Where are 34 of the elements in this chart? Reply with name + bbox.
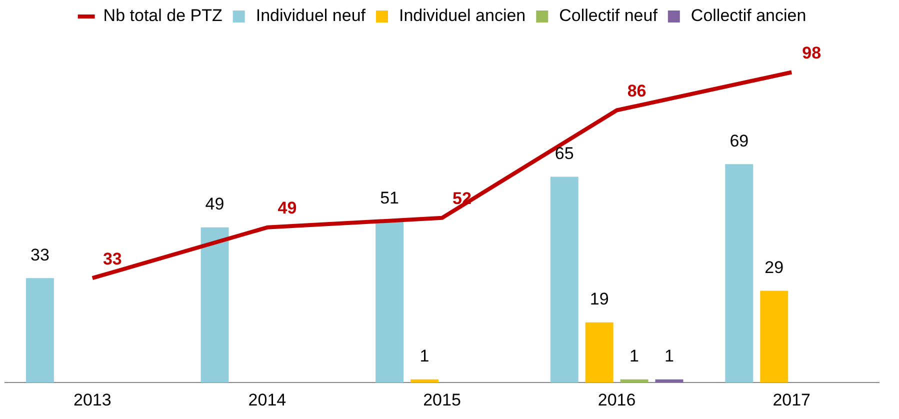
data-label: 19 [590, 290, 609, 309]
data-label: 33 [30, 245, 50, 264]
data-label: 86 [627, 81, 646, 100]
bar [200, 227, 229, 383]
legend-label: Collectif neuf [559, 6, 658, 26]
bar [760, 290, 788, 383]
x-tick-label: 2017 [772, 390, 811, 410]
data-label: 65 [554, 144, 574, 163]
data-label: 49 [278, 198, 297, 218]
data-label: 1 [420, 346, 430, 366]
data-label: 1 [664, 346, 674, 366]
data-label: 33 [102, 249, 122, 268]
data-label: 98 [802, 43, 822, 62]
x-tick-label: 2015 [423, 390, 461, 410]
data-label: 1 [630, 346, 640, 366]
bar [26, 278, 54, 383]
x-tick-label: 2014 [248, 390, 286, 410]
bar [376, 221, 404, 383]
bar [725, 164, 754, 383]
bar [620, 379, 648, 383]
data-label: 29 [764, 258, 784, 277]
legend-label: Collectif ancien [690, 6, 806, 26]
legend-label: Individuel neuf [256, 6, 366, 26]
legend-label: Nb total de PTZ [103, 6, 222, 26]
data-label: 49 [205, 194, 224, 214]
legend-label: Individuel ancien [398, 6, 526, 26]
x-tick-label: 2013 [73, 390, 112, 410]
data-label: 51 [380, 188, 400, 208]
bar [655, 379, 684, 383]
bar [410, 379, 439, 383]
data-label: 69 [730, 131, 749, 150]
bar [550, 176, 578, 383]
x-tick-label: 2016 [598, 390, 636, 410]
bar [585, 322, 614, 383]
